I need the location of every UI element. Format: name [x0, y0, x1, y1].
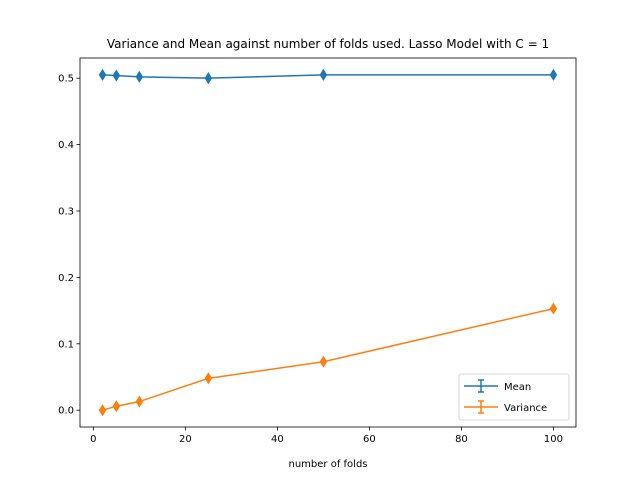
- chart-title: Variance and Mean against number of fold…: [107, 37, 549, 51]
- legend-label-variance: Variance: [504, 403, 547, 414]
- x-tick-label-5: 100: [544, 434, 563, 445]
- data-point-variance-3: [204, 372, 213, 385]
- axes-frame: [79, 57, 577, 428]
- data-point-mean-1: [112, 69, 121, 82]
- series-layer: [98, 68, 558, 417]
- x-axis: 0 20 40 60 80 100: [90, 427, 563, 445]
- series-line-mean: [102, 74, 554, 79]
- data-point-variance-0: [98, 404, 107, 417]
- data-point-mean-4: [319, 68, 328, 81]
- x-tick-label-3: 60: [363, 434, 376, 445]
- x-tick-label-0: 0: [90, 434, 96, 445]
- data-point-variance-1: [112, 400, 121, 413]
- legend: Mean Variance: [458, 373, 570, 421]
- x-tick-label-4: 80: [455, 434, 468, 445]
- data-point-variance-5: [549, 302, 558, 315]
- data-point-variance-4: [319, 355, 328, 368]
- plot-area: 0 20 40 60 80 100 0.0 0.1 0.2 0.3 0.4 0.5: [58, 57, 577, 445]
- data-point-mean-5: [549, 68, 558, 81]
- x-tick-label-2: 40: [271, 434, 284, 445]
- legend-label-mean: Mean: [504, 382, 531, 393]
- x-axis-label: number of folds: [289, 459, 368, 470]
- y-tick-label-3: 0.3: [58, 206, 74, 217]
- y-axis: 0.0 0.1 0.2 0.3 0.4 0.5: [58, 74, 80, 417]
- x-tick-label-1: 20: [179, 434, 192, 445]
- y-tick-label-4: 0.4: [58, 140, 74, 151]
- y-tick-label-1: 0.1: [58, 339, 74, 350]
- y-tick-label-0: 0.0: [58, 406, 74, 417]
- legend-item-mean: Mean: [464, 379, 531, 393]
- data-point-mean-3: [204, 72, 213, 85]
- data-point-mean-0: [98, 68, 107, 81]
- data-point-mean-2: [135, 70, 144, 83]
- data-point-variance-2: [135, 395, 144, 408]
- legend-item-variance: Variance: [464, 400, 547, 414]
- y-tick-label-2: 0.2: [58, 273, 74, 284]
- y-tick-label-5: 0.5: [58, 74, 74, 85]
